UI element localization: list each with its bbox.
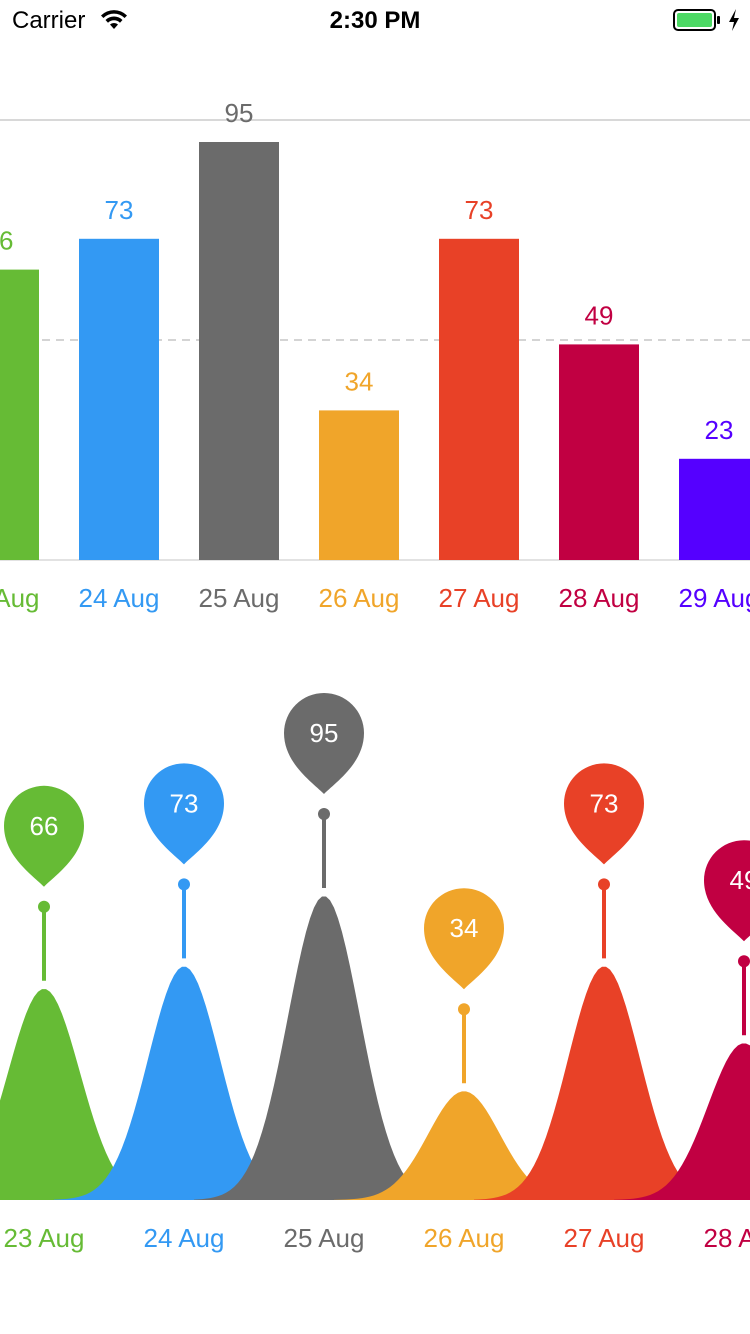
clock: 2:30 PM bbox=[329, 7, 421, 34]
area-peak-26-aug bbox=[334, 1091, 594, 1200]
pin-marker bbox=[143, 763, 224, 865]
pin-marker bbox=[284, 693, 364, 794]
charging-bolt-icon bbox=[729, 9, 739, 31]
pin-dot bbox=[738, 955, 750, 968]
pin-value-label: 66 bbox=[30, 811, 59, 841]
pin-area-chart: 66 73 95 34 73 49 23 Aug 24 Aug 25 Aug 26 Aug 27 A… bbox=[0, 693, 750, 1253]
x-tick-label: 28 Aug bbox=[704, 1223, 750, 1253]
bar-value-label: 34 bbox=[345, 366, 374, 396]
bar-23-aug bbox=[0, 269, 39, 560]
bar-value-label: 73 bbox=[105, 195, 134, 225]
area-peak-25-aug bbox=[194, 896, 454, 1200]
pin-dot bbox=[458, 1003, 470, 1016]
bar-value-label: 23 bbox=[705, 415, 734, 445]
pin-marker bbox=[424, 888, 504, 990]
x-tick-label: 23 Aug bbox=[4, 1223, 85, 1253]
pin-value-label: 73 bbox=[590, 788, 619, 818]
wifi-icon bbox=[101, 10, 127, 29]
pin-dot bbox=[598, 878, 610, 891]
area-peak-27-aug bbox=[474, 966, 734, 1200]
x-tick-label: 26 Aug bbox=[319, 583, 400, 613]
x-tick-label: 27 Aug bbox=[564, 1223, 645, 1253]
pin-marker bbox=[4, 785, 84, 887]
pin-dot bbox=[38, 900, 50, 913]
carrier-label: Carrier bbox=[12, 7, 86, 34]
pin-value-label: 95 bbox=[310, 718, 339, 748]
bar-27-aug bbox=[439, 238, 519, 561]
bar-value-label: 95 bbox=[225, 98, 254, 128]
bar-29-aug bbox=[679, 458, 750, 560]
bar-chart: 66 23 Aug 73 24 Aug 95 25 Aug 34 26 Aug 73 27 Aug… bbox=[0, 98, 750, 613]
pin-marker bbox=[704, 840, 750, 942]
status-bar: Carrier 2:30 PM bbox=[0, 0, 750, 40]
bar-value-label: 66 bbox=[0, 226, 13, 256]
pin-value-label: 73 bbox=[170, 788, 199, 818]
bar-26-aug bbox=[319, 410, 399, 560]
x-tick-label: 27 Aug bbox=[439, 583, 520, 613]
x-tick-label: 24 Aug bbox=[144, 1223, 225, 1253]
bar-25-aug bbox=[199, 142, 279, 560]
area-peak-23-aug bbox=[0, 989, 174, 1200]
bar-28-aug bbox=[559, 344, 639, 560]
x-tick-label: 25 Aug bbox=[284, 1223, 365, 1253]
bar-value-label: 73 bbox=[465, 195, 494, 225]
battery-icon bbox=[673, 9, 720, 31]
x-tick-label: 25 Aug bbox=[199, 583, 280, 613]
x-tick-label: 28 Aug bbox=[559, 583, 640, 613]
x-tick-label: 26 Aug bbox=[424, 1223, 505, 1253]
x-tick-label: 29 Aug bbox=[679, 583, 750, 613]
pin-dot bbox=[318, 808, 330, 820]
bar-value-label: 49 bbox=[585, 300, 614, 330]
bar-24-aug bbox=[79, 238, 159, 561]
pin-marker bbox=[564, 763, 644, 865]
x-tick-label: 24 Aug bbox=[79, 583, 160, 613]
pin-value-label: 49 bbox=[730, 865, 750, 895]
pin-dot bbox=[178, 878, 190, 891]
area-peak-24-aug bbox=[54, 966, 314, 1200]
x-tick-label: 23 Aug bbox=[0, 583, 39, 613]
area-peak-28-aug bbox=[614, 1043, 750, 1200]
pin-value-label: 34 bbox=[450, 913, 479, 943]
